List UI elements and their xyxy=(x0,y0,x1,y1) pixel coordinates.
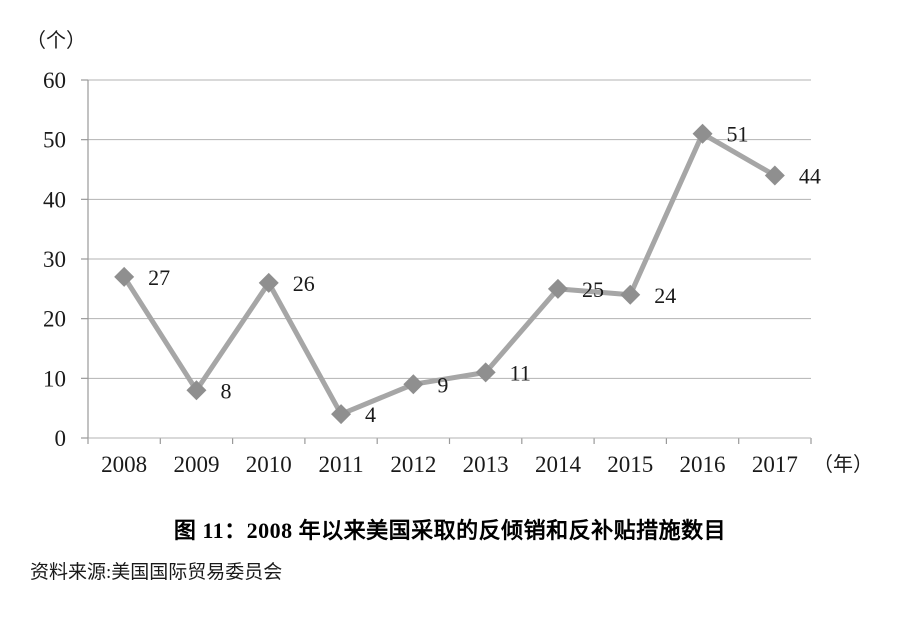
data-point-marker xyxy=(114,266,135,287)
x-tick-label: 2012 xyxy=(390,452,436,477)
data-point-marker xyxy=(186,380,207,401)
y-axis-unit-label: （个） xyxy=(26,29,86,52)
data-point-label: 25 xyxy=(582,277,604,302)
data-point-label: 44 xyxy=(799,163,821,188)
y-tick-label: 50 xyxy=(43,128,66,153)
y-tick-label: 40 xyxy=(43,187,66,212)
data-point-marker xyxy=(692,123,713,144)
y-tick-label: 30 xyxy=(43,247,66,272)
y-tick-label: 0 xyxy=(55,426,67,451)
line-chart-canvas: 0 10 20 30 40 50 60 27 8 26 4 9 11 25 24 51 44 2008 2009 20… xyxy=(26,29,873,477)
y-tick-label: 10 xyxy=(43,366,66,391)
data-point-label: 27 xyxy=(148,265,170,290)
chart-title: 图 11：2008 年以来美国采取的反倾销和反补贴措施数目 xyxy=(173,518,727,543)
data-point-label: 51 xyxy=(727,122,749,147)
chart-source: 资料来源:美国国际贸易委员会 xyxy=(30,562,283,583)
data-point-marker xyxy=(547,278,568,299)
data-point-label: 8 xyxy=(220,378,231,403)
x-tick-label: 2013 xyxy=(463,452,509,477)
data-point-label: 4 xyxy=(365,402,376,427)
x-tick-label: 2016 xyxy=(680,452,726,477)
x-tick-label: 2014 xyxy=(535,452,582,477)
data-point-label: 9 xyxy=(437,372,448,397)
data-point-marker xyxy=(331,404,352,425)
x-tick-label: 2010 xyxy=(246,452,292,477)
x-tick-label: 2017 xyxy=(752,452,798,477)
x-axis-unit-label: （年） xyxy=(813,453,873,476)
y-tick-label: 20 xyxy=(43,307,66,332)
data-series-line xyxy=(121,131,778,417)
data-point-marker xyxy=(620,284,641,305)
x-tick-label: 2015 xyxy=(607,452,653,477)
x-tick-label: 2011 xyxy=(318,452,363,477)
x-tick-label: 2008 xyxy=(101,452,147,477)
x-tick-label: 2009 xyxy=(173,452,219,477)
data-point-marker xyxy=(403,374,424,395)
data-point-marker xyxy=(764,165,785,186)
data-point-label: 11 xyxy=(510,360,531,385)
data-point-marker xyxy=(475,362,496,383)
data-point-marker xyxy=(258,272,279,293)
data-point-label: 26 xyxy=(293,271,315,296)
y-tick-label: 60 xyxy=(43,68,66,93)
data-point-label: 24 xyxy=(654,283,676,308)
